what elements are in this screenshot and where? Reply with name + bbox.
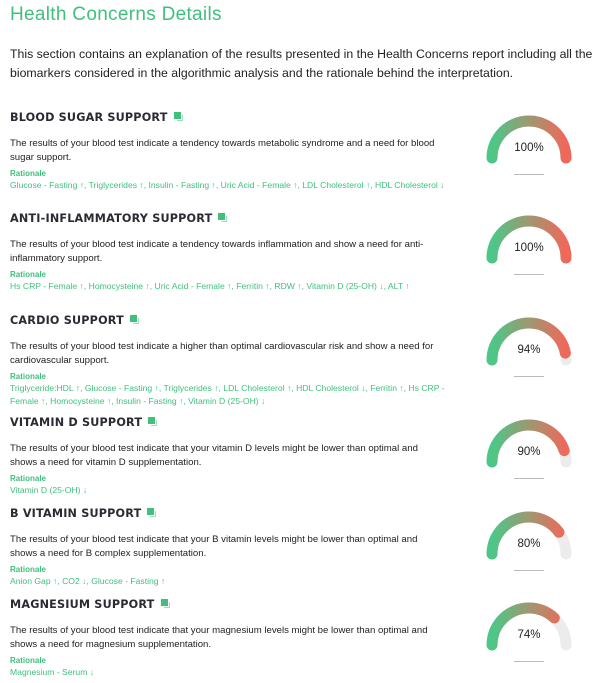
section-title: BLOOD SUGAR SUPPORT xyxy=(10,110,600,124)
rationale-label: Rationale xyxy=(10,169,47,178)
section-description: The results of your blood test indicate … xyxy=(10,239,424,264)
divider xyxy=(514,274,544,275)
gauge-percent: 100% xyxy=(514,142,544,154)
score-gauge: 74% xyxy=(476,599,582,669)
section-description: The results of your blood test indicate … xyxy=(10,138,435,163)
score-gauge: 90% xyxy=(476,416,582,486)
copy-icon[interactable] xyxy=(129,315,140,325)
rationale-markers: Hs CRP - Female ↑, Homocysteine ↑, Uric … xyxy=(10,281,410,291)
score-gauge: 80% xyxy=(476,508,582,578)
rationale-markers: Triglyceride:HDL ↑, Glucose - Fasting ↑,… xyxy=(10,383,445,406)
rationale-label: Rationale xyxy=(10,474,47,483)
gauge-arc xyxy=(486,419,572,468)
divider xyxy=(514,478,544,479)
section-title: B VITAMIN SUPPORT xyxy=(10,506,600,520)
section-description: The results of your blood test indicate … xyxy=(10,534,418,559)
health-concern-section: ANTI-INFLAMMATORY SUPPORT The results of… xyxy=(10,211,600,293)
section-title: VITAMIN D SUPPORT xyxy=(10,415,600,429)
gauge-percent: 80% xyxy=(517,538,541,550)
score-gauge: 100% xyxy=(476,212,582,282)
copy-icon[interactable] xyxy=(147,508,157,518)
section-title-text: ANTI-INFLAMMATORY SUPPORT xyxy=(10,211,213,225)
section-description: The results of your blood test indicate … xyxy=(10,443,418,468)
divider xyxy=(514,174,544,175)
health-concern-section: B VITAMIN SUPPORT The results of your bl… xyxy=(10,506,600,588)
gauge-fill xyxy=(486,419,572,468)
section-title-text: BLOOD SUGAR SUPPORT xyxy=(10,110,168,124)
copy-icon[interactable] xyxy=(218,213,228,223)
section-title-text: CARDIO SUPPORT xyxy=(10,313,124,327)
gauge-fill xyxy=(486,602,572,651)
divider xyxy=(514,570,544,571)
section-description: The results of your blood test indicate … xyxy=(10,341,434,366)
rationale-label: Rationale xyxy=(10,372,47,381)
gauge-percent: 90% xyxy=(517,446,541,458)
divider xyxy=(514,376,544,377)
gauge-fill xyxy=(486,317,572,366)
copy-icon[interactable] xyxy=(148,417,158,427)
score-gauge: 100% xyxy=(476,112,582,182)
rationale-markers: Anion Gap ↑, CO2 ↓, Glucose - Fasting ↑ xyxy=(10,576,166,586)
score-gauge: 94% xyxy=(476,314,582,384)
rationale-markers: Magnesium - Serum ↓ xyxy=(10,667,95,677)
gauge-percent: 100% xyxy=(514,242,544,254)
health-concern-section: MAGNESIUM SUPPORT The results of your bl… xyxy=(10,597,600,679)
health-concern-section: CARDIO SUPPORT The results of your blood… xyxy=(10,313,600,408)
gauge-fill xyxy=(486,115,572,164)
health-concern-section: VITAMIN D SUPPORT The results of your bl… xyxy=(10,415,600,497)
gauge-arc xyxy=(486,215,572,264)
copy-icon[interactable] xyxy=(173,112,184,122)
gauge-arc xyxy=(486,115,572,164)
rationale-label: Rationale xyxy=(10,270,47,279)
section-title-text: B VITAMIN SUPPORT xyxy=(10,506,142,520)
page-title: Health Concerns Details xyxy=(10,4,222,25)
copy-icon[interactable] xyxy=(160,599,171,609)
rationale-label: Rationale xyxy=(10,656,47,665)
section-title: ANTI-INFLAMMATORY SUPPORT xyxy=(10,211,600,225)
gauge-fill xyxy=(486,511,572,560)
rationale-markers: Glucose - Fasting ↑, Triglycerides ↑, In… xyxy=(10,180,445,190)
intro-text: This section contains an explanation of … xyxy=(10,47,593,80)
section-title-text: VITAMIN D SUPPORT xyxy=(10,415,143,429)
section-title: MAGNESIUM SUPPORT xyxy=(10,597,600,611)
section-title-text: MAGNESIUM SUPPORT xyxy=(10,597,155,611)
section-title: CARDIO SUPPORT xyxy=(10,313,600,327)
gauge-arc xyxy=(486,317,572,366)
health-concern-section: BLOOD SUGAR SUPPORT The results of your … xyxy=(10,110,600,192)
gauge-arc xyxy=(486,602,572,651)
gauge-fill xyxy=(486,215,572,264)
rationale-markers: Vitamin D (25-OH) ↓ xyxy=(10,485,88,495)
gauge-percent: 74% xyxy=(517,629,541,641)
divider xyxy=(514,661,544,662)
section-description: The results of your blood test indicate … xyxy=(10,625,428,650)
rationale-label: Rationale xyxy=(10,565,47,574)
gauge-arc xyxy=(486,511,572,560)
gauge-percent: 94% xyxy=(517,344,541,356)
